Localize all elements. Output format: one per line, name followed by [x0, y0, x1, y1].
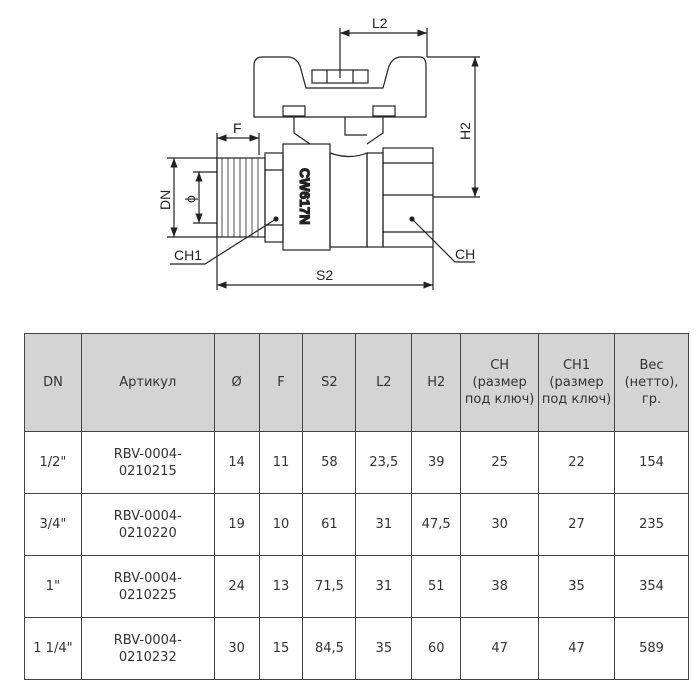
table-cell: 47: [538, 617, 615, 680]
table-cell: RBV-0004-0210225: [80, 555, 215, 618]
table-cell: RBV-0004-0210215: [80, 431, 215, 494]
table-cell: 30: [460, 493, 540, 556]
table-cell: 23,5: [355, 431, 413, 494]
valve-body: CW617N: [216, 143, 434, 251]
table-cell: 58: [302, 431, 357, 494]
label-f: F: [233, 120, 242, 136]
dimension-lines: [167, 28, 480, 290]
table-cell: 71,5: [302, 555, 357, 618]
header-h2: H2: [411, 333, 462, 432]
table-row: 1" RBV-0004-0210225 24 13 71,5 31 51 38 35 354: [24, 555, 689, 618]
table-row: 1/2" RBV-0004-0210215 14 11 58 23,5 39 25 22 154: [24, 431, 689, 494]
table-cell: 235: [614, 493, 689, 556]
table-row: 1 1/4" RBV-0004-0210232 30 15 84,5 35 60 47 47 58…: [24, 617, 689, 680]
table-cell: 39: [411, 431, 462, 494]
table-cell: 47: [460, 617, 540, 680]
table-cell: RBV-0004-0210220: [80, 493, 215, 556]
table-cell: 51: [411, 555, 462, 618]
table-row: 3/4" RBV-0004-0210220 19 10 61 31 47,5 30 27 235: [24, 493, 689, 556]
table-cell: 1 1/4": [24, 617, 82, 680]
table-cell: 35: [538, 555, 615, 618]
table-cell: 25: [460, 431, 540, 494]
label-phi: ϕ: [182, 195, 198, 203]
table-cell: 14: [213, 431, 260, 494]
dimensions-table: DN Артикул Ø F S2 L2 H2 CH (размер под к…: [24, 333, 689, 680]
table-cell: 15: [258, 617, 304, 680]
header-dn: DN: [24, 333, 82, 432]
header-weight: Вес (нетто), гр.: [614, 333, 689, 432]
header-s2: S2: [302, 333, 357, 432]
header-ch: CH (размер под ключ): [460, 333, 540, 432]
label-s2: S2: [316, 267, 333, 283]
table-cell: 35: [355, 617, 413, 680]
table-cell: 11: [258, 431, 304, 494]
valve-drawing: CW617N L2 H2 F DN ϕ CH1 CH S2: [157, 15, 480, 290]
table-header: DN Артикул Ø F S2 L2 H2 CH (размер под к…: [24, 333, 689, 432]
table-cell: 1": [24, 555, 82, 618]
table-cell: 22: [538, 431, 615, 494]
table-cell: 31: [355, 555, 413, 618]
table-cell: RBV-0004-0210232: [80, 617, 215, 680]
table-cell: 30: [213, 617, 260, 680]
label-ch: CH: [455, 246, 475, 262]
table-cell: 1/2": [24, 431, 82, 494]
label-h2: H2: [457, 122, 473, 140]
table-cell: 354: [614, 555, 689, 618]
table-cell: 589: [614, 617, 689, 680]
table-cell: 3/4": [24, 493, 82, 556]
header-ch1: CH1 (размер под ключ): [538, 333, 615, 432]
table-cell: 84,5: [302, 617, 357, 680]
valve-handle: [253, 56, 427, 145]
table-cell: 47,5: [411, 493, 462, 556]
label-l2: L2: [372, 15, 388, 31]
table-cell: 10: [258, 493, 304, 556]
header-f: F: [258, 333, 304, 432]
table-cell: 60: [411, 617, 462, 680]
label-ch1: CH1: [174, 247, 202, 263]
table-cell: 61: [302, 493, 357, 556]
table-cell: 24: [213, 555, 260, 618]
table-cell: 38: [460, 555, 540, 618]
body-marking: CW617N: [297, 168, 313, 225]
header-l2: L2: [355, 333, 413, 432]
table-cell: 154: [614, 431, 689, 494]
label-dn: DN: [157, 190, 173, 210]
header-diameter: Ø: [213, 333, 260, 432]
table-cell: 19: [213, 493, 260, 556]
table-cell: 13: [258, 555, 304, 618]
table-cell: 31: [355, 493, 413, 556]
header-article: Артикул: [80, 333, 215, 432]
table-cell: 27: [538, 493, 615, 556]
